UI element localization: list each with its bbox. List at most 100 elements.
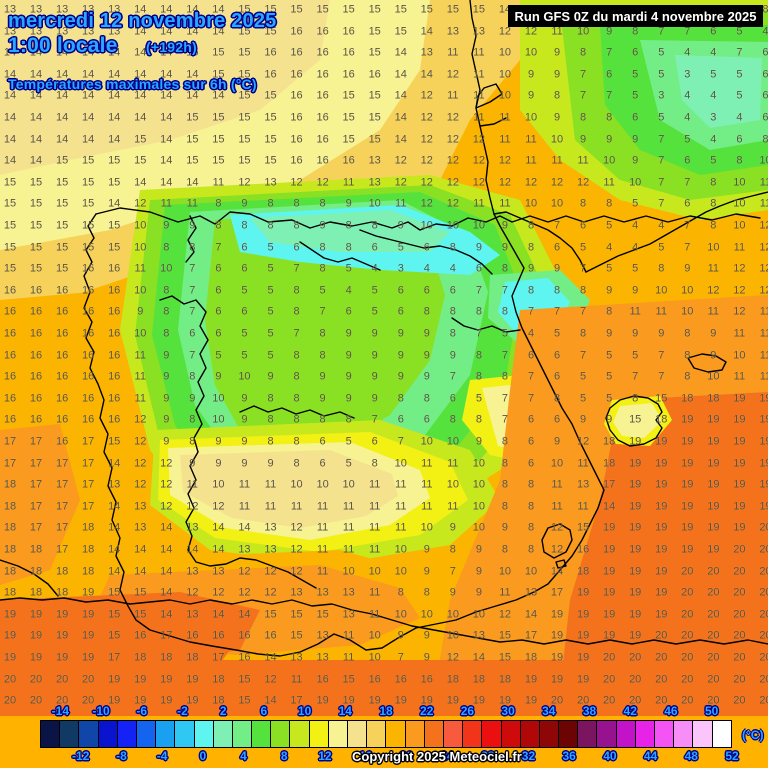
grid-value: 7 [736,46,743,59]
grid-value: 20 [681,673,694,686]
grid-value: 14 [134,68,147,81]
grid-value: 13 [316,586,329,599]
grid-value: 20 [629,673,642,686]
grid-value: 9 [189,219,196,232]
grid-value: 11 [212,176,225,189]
grid-value: 8 [553,89,561,102]
grid-value: 13 [238,543,251,556]
grid-value: 15 [238,46,251,59]
grid-value: 17 [524,629,538,642]
grid-value: 19 [655,457,668,470]
grid-value: 9 [345,349,352,362]
grid-value: 6 [241,305,248,318]
grid-value: 19 [707,521,720,534]
grid-value: 16 [3,349,17,362]
grid-value: 9 [423,651,430,664]
grid-value: 6 [632,111,639,124]
grid-value: 16 [316,68,329,81]
grid-value: 7 [658,176,665,189]
grid-value: 16 [82,349,95,362]
grid-value: 9 [163,435,170,448]
grid-value: 14 [134,3,147,16]
grid-value: 14 [29,46,43,59]
colorbar-swatch [405,721,425,747]
grid-value: 10 [368,197,381,210]
grid-value: 20 [681,586,694,599]
grid-value: 14 [186,543,199,556]
colorbar-swatch [309,721,329,747]
grid-value: 7 [527,392,535,405]
grid-value: 16 [82,392,95,405]
grid-value: 13 [264,521,277,534]
colorbar-swatch [482,721,502,747]
grid-value: 5 [397,241,404,254]
grid-value: 10 [212,478,225,491]
grid-value: 20 [759,673,768,686]
grid-value: 15 [212,154,225,167]
grid-value: 19 [733,392,746,405]
grid-value: 16 [82,413,95,426]
grid-value: 18 [3,478,17,491]
grid-value: 10 [134,241,147,254]
grid-value: 16 [290,133,303,146]
grid-value: 16 [82,284,95,297]
grid-value: 11 [577,457,589,470]
colorbar-tick-label: 30 [501,704,515,718]
colorbar-swatch [463,721,483,747]
grid-value: 7 [319,305,326,318]
colorbar-swatches[interactable] [40,720,732,748]
colorbar-tick-label: 48 [684,749,698,763]
grid-value: 8 [397,392,404,405]
grid-value: 9 [371,327,378,340]
grid-value: 11 [759,197,768,210]
colorbar-tick-label: -6 [136,704,148,718]
grid-value: 16 [316,673,329,686]
grid-value: 6 [397,413,404,426]
grid-value: 11 [290,500,303,513]
grid-value: 8 [319,197,326,210]
grid-value: 12 [264,586,277,599]
grid-value: 16 [264,68,277,81]
grid-value: 19 [707,413,720,426]
grid-value: 16 [316,25,329,38]
grid-value: 5 [241,349,248,362]
grid-value: 14 [82,46,95,59]
grid-value: 13 [524,586,538,599]
grid-value: 8 [501,478,508,491]
grid-value: 5 [553,327,561,340]
grid-value: 17 [603,478,616,491]
grid-value: 12 [733,262,746,275]
grid-value: 12 [550,176,564,189]
grid-value: 7 [580,305,587,318]
grid-value: 9 [606,327,613,340]
grid-value: 11 [395,521,407,534]
temperature-map[interactable]: 13 13 13 13 13 14 14 14 14 15 15 15 15 15 15 15 15 15 15 14… [0,0,768,716]
grid-value: 6 [527,457,535,470]
grid-value: 20 [681,565,694,578]
colorbar-tick-label: 22 [420,704,434,718]
grid-value: 16 [290,89,303,102]
grid-value: 10 [446,608,459,621]
grid-value: 16 [55,413,69,426]
grid-value: 14 [160,111,173,124]
grid-value: 9 [449,521,456,534]
grid-value: 19 [629,586,642,599]
grid-value: 15 [29,241,43,254]
grid-value: 16 [82,327,95,340]
grid-value: 19 [3,608,17,621]
grid-value: 9 [606,25,613,38]
grid-value: 14 [160,543,173,556]
grid-value: 5 [267,284,274,297]
grid-value: 14 [82,68,95,81]
grid-value: 7 [684,25,691,38]
grid-value: 10 [576,25,590,38]
grid-value: 18 [655,413,668,426]
grid-value: 10 [160,262,173,275]
grid-value: 7 [658,349,665,362]
grid-value: 14 [134,46,147,59]
grid-value: 9 [423,370,430,383]
grid-value: 6 [606,68,613,81]
grid-value: 8 [319,262,326,275]
grid-value: 8 [267,197,274,210]
grid-value: 11 [577,500,589,513]
